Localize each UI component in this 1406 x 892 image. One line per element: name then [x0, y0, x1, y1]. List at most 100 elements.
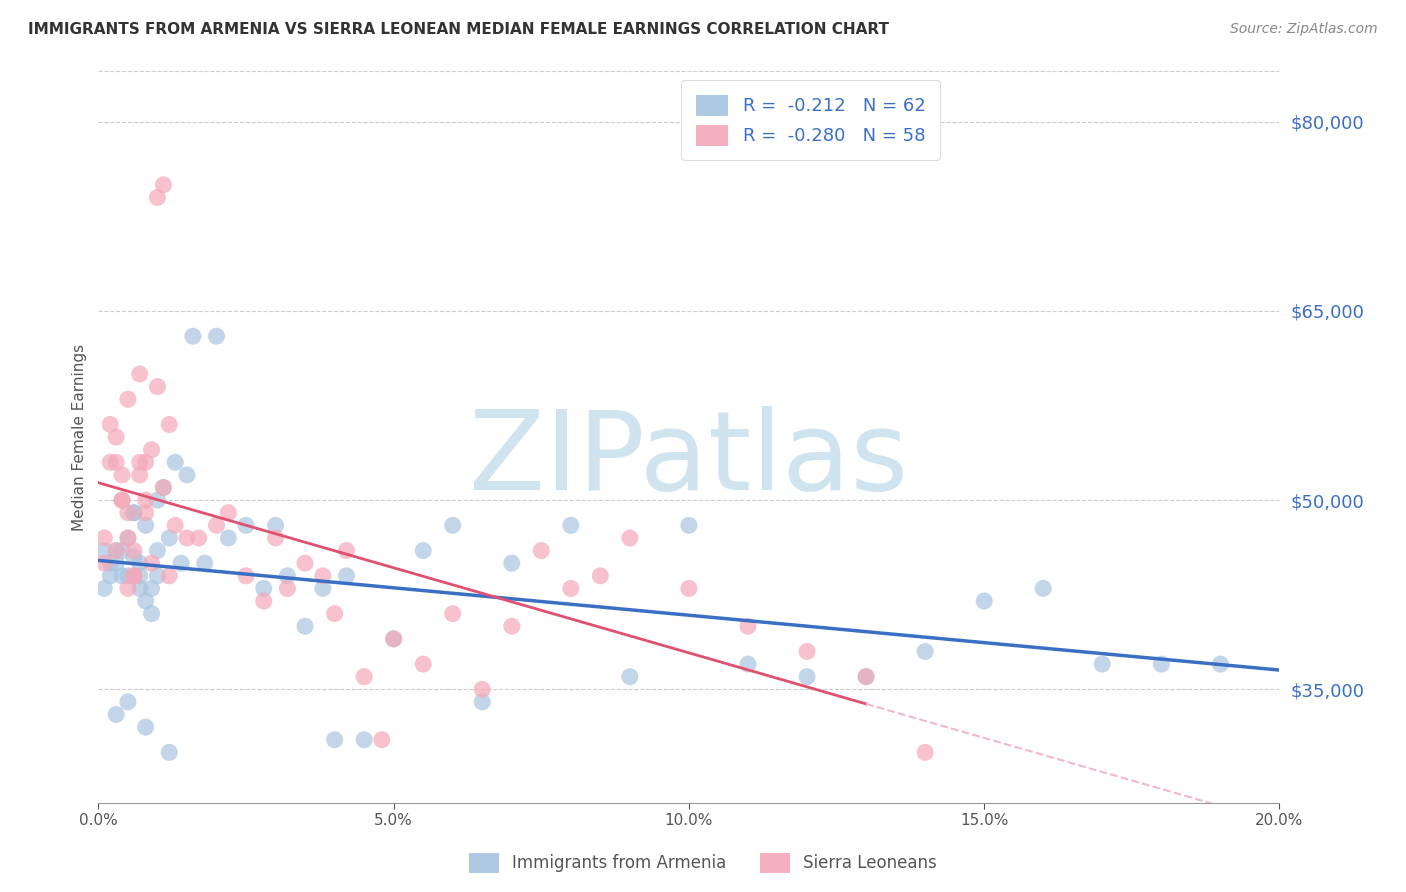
- Point: [141, 556, 163, 570]
- Point: [501, 556, 523, 570]
- Point: [152, 178, 174, 192]
- Point: [205, 518, 228, 533]
- Point: [117, 392, 139, 407]
- Point: [128, 467, 150, 482]
- Point: [235, 518, 257, 533]
- Point: [122, 506, 145, 520]
- Text: IMMIGRANTS FROM ARMENIA VS SIERRA LEONEAN MEDIAN FEMALE EARNINGS CORRELATION CHA: IMMIGRANTS FROM ARMENIA VS SIERRA LEONEA…: [28, 22, 889, 37]
- Point: [122, 569, 145, 583]
- Point: [157, 569, 180, 583]
- Point: [619, 670, 641, 684]
- Point: [141, 607, 163, 621]
- Point: [105, 707, 128, 722]
- Point: [276, 569, 298, 583]
- Point: [93, 531, 115, 545]
- Point: [117, 695, 139, 709]
- Y-axis label: Median Female Earnings: Median Female Earnings: [72, 343, 87, 531]
- Point: [264, 531, 287, 545]
- Point: [176, 467, 198, 482]
- Point: [93, 543, 115, 558]
- Point: [855, 670, 877, 684]
- Point: [235, 569, 257, 583]
- Point: [737, 619, 759, 633]
- Point: [122, 506, 145, 520]
- Point: [737, 657, 759, 671]
- Point: [441, 607, 464, 621]
- Point: [589, 569, 612, 583]
- Point: [93, 582, 115, 596]
- Point: [135, 720, 157, 734]
- Point: [165, 455, 187, 469]
- Point: [276, 582, 298, 596]
- Point: [105, 556, 128, 570]
- Text: Source: ZipAtlas.com: Source: ZipAtlas.com: [1230, 22, 1378, 37]
- Point: [128, 455, 150, 469]
- Point: [312, 569, 335, 583]
- Text: ZIPatlas: ZIPatlas: [470, 406, 908, 513]
- Point: [914, 644, 936, 658]
- Point: [122, 543, 145, 558]
- Point: [973, 594, 995, 608]
- Point: [1209, 657, 1232, 671]
- Legend: Immigrants from Armenia, Sierra Leoneans: Immigrants from Armenia, Sierra Leoneans: [463, 847, 943, 880]
- Point: [98, 556, 121, 570]
- Point: [441, 518, 464, 533]
- Point: [105, 543, 128, 558]
- Point: [117, 569, 139, 583]
- Point: [146, 379, 169, 393]
- Point: [412, 657, 434, 671]
- Point: [152, 481, 174, 495]
- Point: [205, 329, 228, 343]
- Point: [796, 644, 818, 658]
- Point: [294, 556, 316, 570]
- Point: [105, 543, 128, 558]
- Point: [353, 732, 375, 747]
- Point: [105, 430, 128, 444]
- Point: [111, 493, 134, 508]
- Point: [181, 329, 204, 343]
- Point: [146, 543, 169, 558]
- Point: [323, 732, 346, 747]
- Point: [128, 367, 150, 381]
- Point: [1150, 657, 1173, 671]
- Point: [335, 569, 357, 583]
- Point: [135, 455, 157, 469]
- Point: [264, 518, 287, 533]
- Point: [135, 506, 157, 520]
- Point: [135, 518, 157, 533]
- Point: [530, 543, 553, 558]
- Point: [678, 582, 700, 596]
- Point: [335, 543, 357, 558]
- Point: [165, 518, 187, 533]
- Point: [128, 582, 150, 596]
- Point: [117, 582, 139, 596]
- Point: [146, 190, 169, 204]
- Point: [128, 556, 150, 570]
- Point: [141, 442, 163, 457]
- Point: [412, 543, 434, 558]
- Point: [914, 745, 936, 759]
- Point: [146, 493, 169, 508]
- Point: [93, 556, 115, 570]
- Point: [105, 455, 128, 469]
- Point: [371, 732, 394, 747]
- Point: [111, 467, 134, 482]
- Point: [152, 481, 174, 495]
- Point: [619, 531, 641, 545]
- Point: [187, 531, 209, 545]
- Point: [128, 569, 150, 583]
- Point: [111, 569, 134, 583]
- Point: [122, 549, 145, 564]
- Point: [501, 619, 523, 633]
- Point: [117, 531, 139, 545]
- Point: [98, 455, 121, 469]
- Point: [217, 506, 239, 520]
- Point: [382, 632, 405, 646]
- Point: [560, 518, 582, 533]
- Point: [353, 670, 375, 684]
- Point: [253, 582, 276, 596]
- Point: [1091, 657, 1114, 671]
- Point: [98, 417, 121, 432]
- Point: [141, 582, 163, 596]
- Point: [253, 594, 276, 608]
